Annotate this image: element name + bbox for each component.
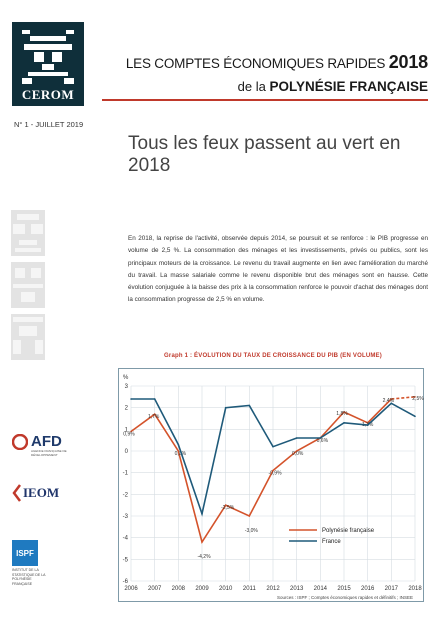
x-tick-label: 2008 — [172, 586, 186, 592]
decorative-pattern-1 — [11, 210, 45, 256]
header-line2-prefix: de la — [237, 79, 270, 94]
series-line-polynesie — [130, 398, 392, 544]
data-point — [272, 445, 274, 448]
data-point — [153, 413, 156, 415]
data-label: 2,5% — [412, 396, 424, 402]
ieom-logo: IEOM — [12, 484, 59, 502]
data-point — [201, 513, 203, 515]
data-point — [248, 404, 251, 407]
data-label: 0,6% — [317, 438, 329, 444]
x-tick-label: 2010 — [219, 586, 233, 592]
data-label: -2,5% — [221, 505, 235, 511]
cerom-emblem-icon — [22, 30, 74, 84]
decorative-pattern-2 — [11, 262, 45, 308]
data-point — [319, 437, 322, 439]
data-point — [295, 437, 298, 439]
y-tick-label: 0 — [125, 449, 129, 455]
data-point — [414, 396, 416, 398]
x-tick-label: 2009 — [195, 586, 209, 592]
chart-title: Graph 1 : ÉVOLUTION DU TAUX DE CROISSANC… — [164, 353, 382, 359]
issue-number: N° 1 - JUILLET 2019 — [14, 120, 84, 129]
header-line-1: LES COMPTES ÉCONOMIQUES RAPIDES 2018 — [102, 52, 428, 73]
data-point — [130, 430, 132, 433]
y-tick-label: -5 — [123, 557, 129, 563]
data-point — [224, 504, 227, 506]
y-tick-label: -1 — [123, 471, 129, 477]
header-year: 2018 — [388, 52, 428, 72]
afd-logo: AFD AGENCE FRANÇAISE DE DÉVELOPPEMENT — [12, 433, 67, 457]
data-label: -3,0% — [245, 528, 259, 534]
x-tick-label: 2012 — [266, 586, 280, 592]
x-tick-label: 2015 — [337, 586, 351, 592]
ispf-subtitle: INSTITUT DE LA STATISTIQUE DE LA POLYNÉS… — [12, 568, 46, 586]
data-point — [390, 398, 393, 400]
decorative-pattern-3 — [11, 314, 45, 360]
data-point — [201, 541, 203, 543]
logo-text: CEROM — [21, 87, 75, 102]
cerom-logo: CEROM — [12, 22, 84, 106]
chart-svg: -6 -5 -4 -3 -2 -1 0 1 2 3 2006 2007 2008 2009 2010 2011… — [123, 375, 425, 600]
data-label: 0,0% — [292, 451, 304, 457]
y-tick-label: 2 — [125, 406, 129, 412]
data-label: 1,7% — [148, 414, 160, 420]
data-point — [153, 398, 156, 400]
x-tick-label: 2006 — [124, 586, 138, 592]
x-tick-label: 2011 — [243, 586, 257, 592]
data-label: -0,9% — [268, 471, 282, 477]
data-point — [224, 406, 227, 409]
legend-label: France — [322, 539, 341, 545]
data-point — [366, 422, 369, 424]
data-point — [414, 415, 416, 418]
x-tick-label: 2013 — [290, 586, 304, 592]
data-point — [343, 422, 345, 424]
data-label: 0,9% — [123, 432, 135, 438]
y-tick-label: 1 — [125, 427, 129, 433]
header-line-2: de la POLYNÉSIE FRANÇAISE — [102, 79, 428, 94]
gdp-growth-chart: -6 -5 -4 -3 -2 -1 0 1 2 3 2006 2007 2008 2009 2010 2011… — [118, 368, 424, 602]
ieom-emblem-icon — [12, 484, 21, 502]
y-tick-label: -3 — [123, 514, 129, 520]
y-tick-label: 3 — [125, 384, 129, 390]
y-tick-label: -4 — [123, 536, 129, 542]
y-tick-label: -6 — [123, 579, 129, 585]
data-label: 2,4% — [383, 398, 395, 404]
data-label: 0,0% — [175, 451, 187, 457]
data-point — [366, 424, 369, 426]
ieom-name: IEOM — [23, 485, 60, 500]
header-prefix: LES COMPTES ÉCONOMIQUES RAPIDES — [125, 56, 389, 71]
x-tick-label: 2018 — [408, 586, 422, 592]
data-point — [390, 402, 393, 405]
data-point — [272, 469, 274, 472]
data-point — [248, 515, 251, 517]
y-axis-label: % — [123, 375, 129, 381]
ispf-name: ISPF — [16, 548, 34, 558]
data-point — [343, 411, 345, 413]
afd-subtitle: AGENCE FRANÇAISE DE DÉVELOPPEMENT — [31, 449, 67, 457]
x-tick-label: 2017 — [385, 586, 399, 592]
x-tick-label: 2014 — [314, 586, 328, 592]
y-tick-label: -2 — [123, 492, 129, 498]
data-point — [177, 450, 180, 452]
data-point — [177, 443, 180, 446]
data-point — [295, 450, 298, 452]
data-label: 1,8% — [336, 411, 348, 417]
x-tick-label: 2007 — [148, 586, 162, 592]
header-divider — [102, 99, 428, 101]
afd-emblem-icon — [12, 433, 28, 450]
chart-source: Sources : ISPF ; Comptes économiques rap… — [277, 595, 413, 600]
page-title: Tous les feux passent au vert en 2018 — [128, 133, 401, 176]
x-tick-label: 2016 — [361, 586, 375, 592]
intro-paragraph: En 2018, la reprise de l'activité, obser… — [128, 235, 428, 304]
legend-label: Polynésie française — [322, 528, 375, 534]
header-territory: POLYNÉSIE FRANÇAISE — [269, 79, 428, 94]
series-line-polynesie-estimate — [391, 396, 416, 400]
afd-name: AFD — [31, 433, 62, 450]
data-point — [130, 398, 132, 400]
data-label: -4,2% — [197, 554, 211, 560]
ispf-logo: ISPF INSTITUT DE LA STATISTIQUE DE LA PO… — [12, 540, 52, 586]
